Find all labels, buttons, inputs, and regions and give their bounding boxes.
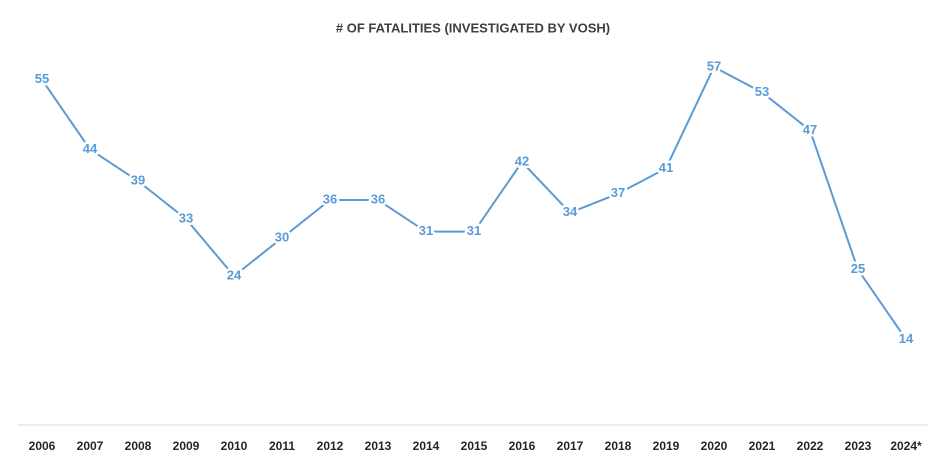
x-tick-label: 2012 (317, 439, 344, 453)
data-label: 25 (851, 261, 865, 276)
x-tick-label: 2015 (461, 439, 488, 453)
x-tick-label: 2019 (653, 439, 680, 453)
data-label: 36 (371, 191, 385, 206)
x-tick-label: 2006 (29, 439, 56, 453)
data-label: 55 (35, 71, 49, 86)
data-label: 44 (83, 141, 98, 156)
data-label: 53 (755, 84, 769, 99)
x-tick-label: 2007 (77, 439, 104, 453)
x-tick-label: 2014 (413, 439, 440, 453)
x-tick-label: 2009 (173, 439, 200, 453)
data-label: 31 (467, 223, 481, 238)
x-tick-label: 2008 (125, 439, 152, 453)
data-label: 24 (227, 267, 242, 282)
data-label: 41 (659, 160, 673, 175)
data-label: 30 (275, 229, 289, 244)
data-label: 34 (563, 204, 578, 219)
data-label: 47 (803, 122, 817, 137)
data-label: 14 (899, 331, 914, 346)
data-line (41, 65, 907, 340)
x-tick-label: 2018 (605, 439, 632, 453)
data-label: 37 (611, 185, 625, 200)
x-tick-label: 2011 (269, 439, 295, 453)
x-tick-label: 2020 (701, 439, 728, 453)
data-label: 31 (419, 223, 433, 238)
x-tick-label: 2016 (509, 439, 536, 453)
data-label: 33 (179, 210, 193, 225)
data-label: 57 (707, 58, 721, 73)
x-tick-label: 2017 (557, 439, 584, 453)
x-tick-label: 2022 (797, 439, 824, 453)
data-label: 39 (131, 172, 145, 187)
chart-title: # OF FATALITIES (INVESTIGATED BY VOSH) (336, 20, 610, 35)
x-tick-label: 2024* (890, 439, 922, 453)
x-tick-label: 2023 (845, 439, 872, 453)
x-tick-label: 2013 (365, 439, 392, 453)
data-label: 36 (323, 191, 337, 206)
x-tick-label: 2021 (749, 439, 776, 453)
x-tick-label: 2010 (221, 439, 248, 453)
data-label: 42 (515, 153, 529, 168)
